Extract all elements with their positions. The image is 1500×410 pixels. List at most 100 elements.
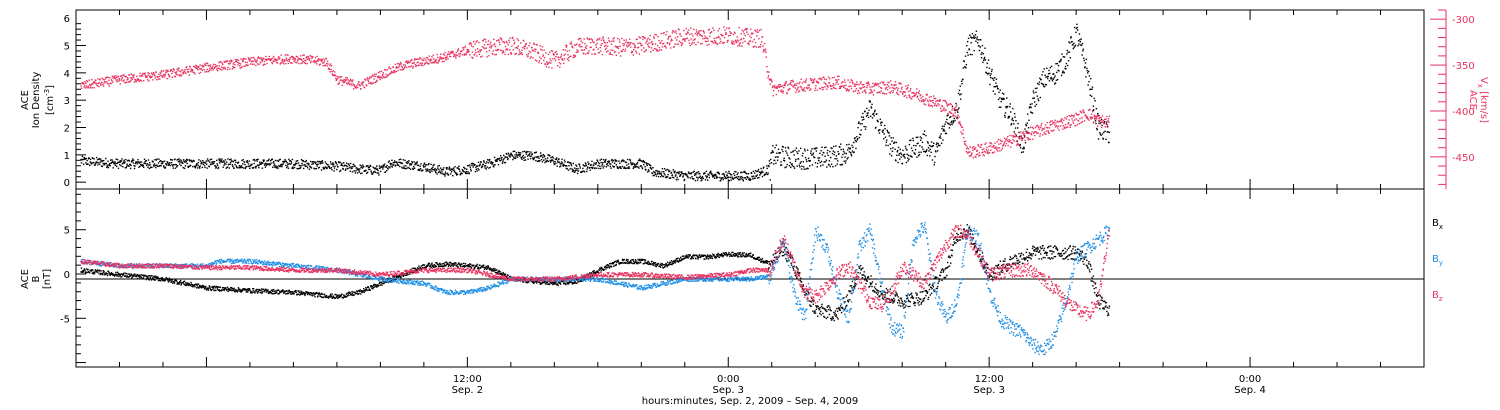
density-point (172, 167, 174, 169)
velocity-point (410, 65, 413, 67)
density-point (648, 170, 650, 172)
velocity-point (971, 147, 974, 149)
density-point (620, 167, 622, 169)
density-point (273, 165, 275, 167)
velocity-point (82, 83, 84, 85)
density-point (366, 172, 368, 175)
velocity-point (512, 49, 514, 51)
velocity-point (937, 100, 940, 102)
velocity-point (1081, 116, 1083, 119)
velocity-point (517, 39, 520, 42)
density-point (744, 177, 747, 179)
density-point (174, 158, 176, 160)
density-point (517, 151, 520, 154)
density-point (523, 159, 525, 162)
density-point (760, 172, 762, 175)
velocity-point (426, 57, 429, 59)
density-point (306, 162, 308, 165)
velocity-point (194, 66, 197, 69)
density-point (1011, 119, 1013, 121)
velocity-point (216, 68, 218, 70)
velocity-point (624, 48, 627, 51)
velocity-point (796, 82, 798, 85)
velocity-point (373, 73, 376, 75)
density-point (701, 179, 703, 181)
density-point (633, 163, 635, 165)
density-point (593, 164, 595, 166)
density-point (625, 167, 627, 170)
velocity-point (906, 86, 909, 89)
density-point (103, 164, 105, 166)
velocity-point (103, 80, 106, 83)
density-point (1014, 116, 1016, 118)
velocity-point (662, 32, 664, 35)
density-point (402, 159, 404, 161)
velocity-point (974, 147, 977, 149)
density-point (991, 68, 993, 71)
density-point (344, 164, 346, 166)
density-point (847, 156, 849, 159)
velocity-point (92, 81, 95, 83)
density-point (430, 163, 432, 166)
velocity-point (400, 63, 402, 65)
density-point (224, 159, 227, 161)
density-point (766, 165, 768, 167)
velocity-point (437, 62, 439, 64)
density-point (1047, 73, 1050, 75)
density-point (199, 167, 201, 169)
density-point (443, 173, 446, 176)
density-point (145, 160, 147, 162)
density-point (329, 161, 332, 163)
velocity-point (581, 41, 584, 44)
density-point (227, 158, 229, 160)
velocity-point (549, 62, 552, 64)
velocity-point (520, 52, 522, 55)
velocity-point (297, 58, 299, 61)
velocity-point (506, 42, 508, 44)
density-point (573, 171, 575, 173)
density-point (850, 151, 852, 154)
density-point (206, 163, 208, 166)
density-point (810, 154, 813, 156)
density-point (539, 155, 541, 158)
velocity-point (877, 83, 880, 85)
density-point (91, 162, 93, 164)
density-point (1076, 26, 1078, 29)
density-point (726, 176, 729, 179)
density-point (524, 156, 526, 158)
density-point (643, 163, 645, 166)
density-point (588, 163, 590, 165)
density-point (862, 116, 865, 118)
velocity-point (117, 75, 120, 78)
velocity-point (394, 70, 396, 72)
velocity-point (741, 29, 744, 32)
velocity-point (279, 62, 282, 64)
density-point (675, 174, 677, 176)
velocity-point (484, 47, 486, 50)
velocity-point (1100, 119, 1102, 122)
velocity-point (441, 57, 443, 59)
velocity-point (697, 41, 699, 43)
velocity-point (867, 82, 870, 84)
velocity-point (462, 47, 464, 49)
density-point (1057, 69, 1059, 72)
velocity-point (526, 54, 528, 56)
density-point (1047, 75, 1049, 78)
density-point (1046, 75, 1048, 78)
density-point (197, 161, 200, 164)
density-point (978, 49, 981, 52)
velocity-point (676, 35, 679, 38)
density-point (552, 159, 554, 162)
velocity-point (1108, 115, 1111, 117)
velocity-point (772, 85, 774, 87)
velocity-point (613, 51, 616, 54)
density-point (729, 173, 732, 176)
velocity-point (345, 79, 347, 81)
velocity-point (179, 70, 182, 73)
velocity-point (164, 74, 166, 77)
bx-point (80, 271, 82, 273)
density-point (970, 42, 972, 44)
density-point (758, 176, 760, 179)
velocity-point (182, 72, 184, 74)
density-point (969, 34, 971, 37)
